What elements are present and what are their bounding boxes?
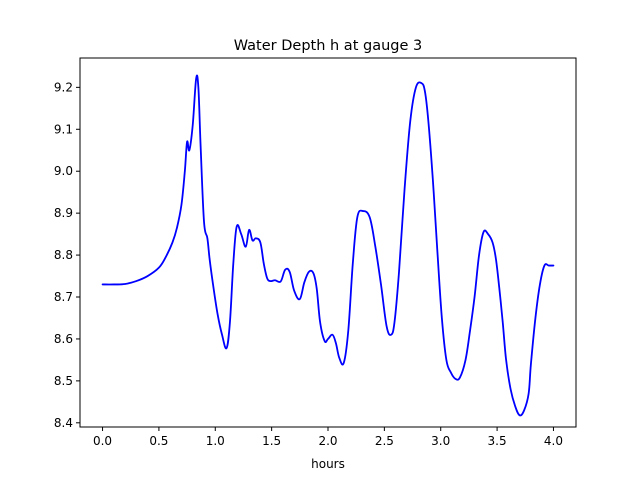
y-tick-label: 8.6: [54, 332, 73, 346]
y-tick-label: 9.1: [54, 122, 73, 136]
x-tick-label: 2.5: [375, 434, 394, 448]
x-tick-label: 3.0: [431, 434, 450, 448]
y-tick-label: 9.2: [54, 80, 73, 94]
x-tick-label: 1.0: [206, 434, 225, 448]
y-tick-label: 9.0: [54, 164, 73, 178]
y-axis: 8.4 8.5 8.6 8.7 8.8 8.9 9.0 9.1 9.2: [54, 80, 80, 430]
y-tick-label: 8.7: [54, 290, 73, 304]
y-tick-label: 8.8: [54, 248, 73, 262]
y-tick-label: 8.4: [54, 416, 73, 430]
x-tick-label: 3.5: [488, 434, 507, 448]
x-tick-label: 2.0: [318, 434, 337, 448]
x-axis: 0.0 0.5 1.0 1.5 2.0 2.5 3.0 3.5 4.0: [93, 427, 563, 448]
water-depth-line: [101, 74, 555, 417]
y-tick-label: 8.5: [54, 374, 73, 388]
y-tick-label: 8.9: [54, 206, 73, 220]
x-tick-label: 0.0: [93, 434, 112, 448]
x-tick-label: 4.0: [544, 434, 563, 448]
x-axis-label: hours: [311, 457, 345, 471]
chart-title: Water Depth h at gauge 3: [234, 38, 422, 54]
x-tick-label: 1.5: [262, 434, 281, 448]
x-tick-label: 0.5: [149, 434, 168, 448]
